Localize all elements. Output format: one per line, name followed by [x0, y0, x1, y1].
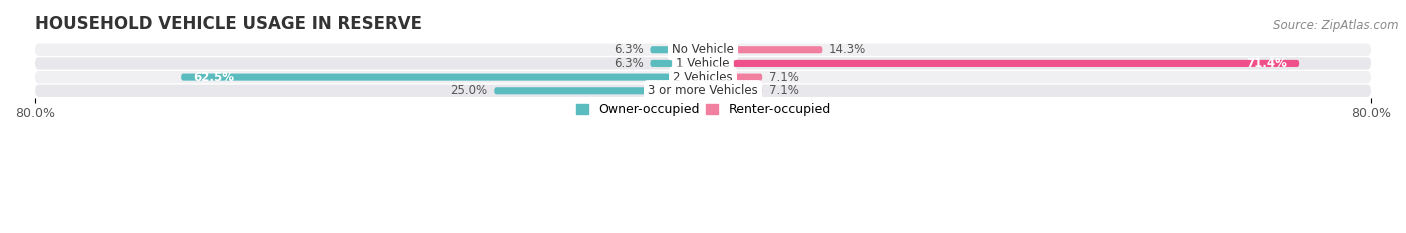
Text: 25.0%: 25.0% [450, 84, 488, 97]
Text: Source: ZipAtlas.com: Source: ZipAtlas.com [1274, 19, 1399, 32]
Text: 71.4%: 71.4% [1246, 57, 1286, 70]
Text: 1 Vehicle: 1 Vehicle [676, 57, 730, 70]
Text: 14.3%: 14.3% [830, 43, 866, 56]
Text: 3 or more Vehicles: 3 or more Vehicles [648, 84, 758, 97]
Text: 6.3%: 6.3% [614, 43, 644, 56]
FancyBboxPatch shape [35, 71, 1371, 83]
FancyBboxPatch shape [703, 46, 823, 53]
FancyBboxPatch shape [181, 74, 703, 81]
Text: HOUSEHOLD VEHICLE USAGE IN RESERVE: HOUSEHOLD VEHICLE USAGE IN RESERVE [35, 15, 422, 33]
FancyBboxPatch shape [703, 60, 1299, 67]
Legend: Owner-occupied, Renter-occupied: Owner-occupied, Renter-occupied [571, 99, 835, 121]
FancyBboxPatch shape [651, 46, 703, 53]
Text: 7.1%: 7.1% [769, 71, 799, 84]
FancyBboxPatch shape [703, 87, 762, 94]
Text: 62.5%: 62.5% [194, 71, 235, 84]
FancyBboxPatch shape [495, 87, 703, 94]
Text: 6.3%: 6.3% [614, 57, 644, 70]
FancyBboxPatch shape [35, 44, 1371, 56]
FancyBboxPatch shape [703, 74, 762, 81]
FancyBboxPatch shape [651, 60, 703, 67]
FancyBboxPatch shape [35, 85, 1371, 97]
Text: 2 Vehicles: 2 Vehicles [673, 71, 733, 84]
Text: 7.1%: 7.1% [769, 84, 799, 97]
FancyBboxPatch shape [35, 57, 1371, 70]
Text: No Vehicle: No Vehicle [672, 43, 734, 56]
